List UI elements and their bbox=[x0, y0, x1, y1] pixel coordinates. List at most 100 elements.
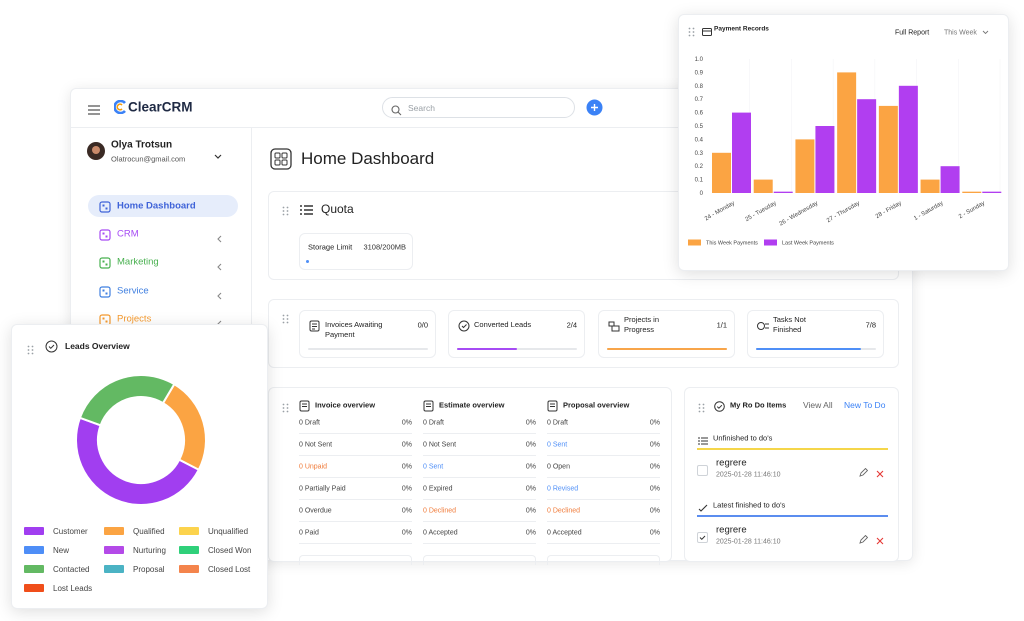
delete-button-glyph bbox=[876, 537, 884, 545]
search-placeholder: Search bbox=[408, 103, 435, 113]
legend-label: Lost Leads bbox=[53, 584, 92, 593]
overview-row-label: 0 Accepted bbox=[547, 529, 582, 537]
avatar-glyph bbox=[87, 142, 105, 160]
row-divider bbox=[423, 455, 536, 456]
todo-title: My Ro Do Items bbox=[730, 400, 787, 410]
overview-footer-card bbox=[299, 555, 412, 565]
stat-progress-track bbox=[457, 348, 577, 350]
stat-progress bbox=[457, 348, 517, 350]
add-button-glyph bbox=[586, 99, 603, 116]
new-todo-link[interactable]: New To Do bbox=[844, 400, 886, 410]
section-title: Unfinished to do's bbox=[713, 433, 773, 443]
menu-item[interactable]: Marketing bbox=[117, 256, 159, 268]
stat-icon bbox=[757, 319, 769, 331]
y-tick-label: 0.5 bbox=[695, 124, 704, 130]
leads-overview-panel: Leads Overview Customer Qualified Unqualifi… bbox=[11, 324, 268, 609]
drag-handle bbox=[282, 400, 290, 413]
panel-icon-glyph bbox=[45, 340, 58, 353]
chart-title: Leads Overview bbox=[65, 341, 130, 351]
menu-item[interactable]: Service bbox=[117, 285, 149, 297]
stat-label: Tasks Not Finished bbox=[773, 315, 806, 334]
bar bbox=[982, 191, 1002, 193]
overview-title: Proposal overview bbox=[563, 400, 630, 410]
todo-text: regrere bbox=[716, 524, 747, 536]
edit-button[interactable] bbox=[859, 531, 869, 544]
overview-row-pct: 0% bbox=[525, 463, 536, 471]
panel-icon bbox=[702, 24, 712, 36]
payment-records-panel: Payment Records Full Report This Week 0 0.1 0… bbox=[678, 14, 1009, 271]
overview-icon-glyph bbox=[423, 400, 434, 412]
row-divider bbox=[299, 477, 412, 478]
drag-handle-glyph bbox=[282, 403, 289, 413]
overview-row-pct: 0% bbox=[525, 441, 536, 449]
menu-chevron-glyph bbox=[217, 292, 222, 299]
stat-card: Invoices Awaiting Payment 0/0 bbox=[299, 310, 436, 358]
menu-button-glyph bbox=[88, 105, 100, 115]
add-button bbox=[586, 99, 603, 116]
menu-item[interactable]: Home Dashboard bbox=[117, 200, 196, 212]
row-divider bbox=[547, 499, 660, 500]
stat-label: Converted Leads bbox=[474, 320, 532, 329]
row-divider bbox=[547, 455, 660, 456]
overview-row-label: 0 Declined bbox=[423, 507, 457, 515]
stat-icon bbox=[608, 319, 620, 332]
period-select[interactable]: This Week bbox=[944, 30, 977, 37]
menu-item[interactable]: CRM bbox=[117, 228, 139, 240]
view-all-link[interactable]: View All bbox=[803, 400, 833, 410]
menu-icon-glyph bbox=[99, 229, 111, 241]
menu-item[interactable]: Projects bbox=[117, 313, 152, 325]
y-tick-label: 0.3 bbox=[695, 151, 704, 157]
overview-row-pct: 0% bbox=[401, 441, 412, 449]
overview-row-label: 0 Unpaid bbox=[299, 463, 328, 471]
leads-overview-panel-svg: Leads Overview Customer Qualified Unqualifi… bbox=[24, 341, 251, 593]
section-icon bbox=[698, 433, 708, 445]
overview-row-label: 0 Not Sent bbox=[299, 441, 333, 449]
row-divider bbox=[299, 455, 412, 456]
overview-row-label: 0 Overdue bbox=[299, 507, 332, 515]
menu-chevron-glyph bbox=[217, 235, 222, 243]
legend-label: Qualified bbox=[133, 527, 165, 536]
row-divider bbox=[547, 477, 660, 478]
user-email: Olatrocun@gmail.com bbox=[111, 154, 186, 164]
y-tick-label: 0.4 bbox=[695, 137, 704, 143]
search-box[interactable]: Search bbox=[382, 97, 575, 118]
overview-row-label: 0 Not Sent bbox=[423, 441, 457, 449]
row-divider bbox=[299, 499, 412, 500]
todo-checkbox[interactable] bbox=[697, 463, 708, 476]
menu-icon bbox=[99, 313, 111, 326]
stat-icon-glyph bbox=[309, 320, 320, 332]
stat-icon-glyph bbox=[458, 320, 470, 332]
stat-icon-glyph bbox=[608, 321, 620, 332]
legend-swatch bbox=[764, 239, 777, 246]
overview-title: Estimate overview bbox=[439, 400, 505, 410]
stat-value: 7/8 bbox=[865, 320, 876, 330]
overview-icon bbox=[299, 399, 310, 412]
drag-handle bbox=[282, 311, 290, 324]
todo-checkbox[interactable] bbox=[697, 530, 708, 543]
overview-row-pct: 0% bbox=[649, 419, 660, 427]
delete-button[interactable] bbox=[876, 465, 884, 478]
bar bbox=[732, 112, 751, 193]
bar bbox=[753, 179, 773, 193]
delete-button[interactable] bbox=[876, 532, 884, 545]
menu-item-active-bg[interactable] bbox=[88, 195, 238, 217]
stat-value: 0/0 bbox=[417, 320, 428, 330]
edit-button[interactable] bbox=[859, 464, 869, 477]
stats-panel: Invoices Awaiting Payment 0/0 Converted Le… bbox=[268, 299, 899, 368]
stat-progress bbox=[607, 348, 727, 350]
y-tick-label: 0.7 bbox=[695, 97, 704, 103]
avatar bbox=[87, 142, 105, 160]
bar bbox=[837, 72, 857, 193]
y-tick-label: 0.9 bbox=[695, 70, 704, 76]
edit-button-glyph bbox=[859, 467, 869, 477]
period-chevron bbox=[982, 30, 989, 35]
menu-icon-glyph bbox=[99, 257, 111, 269]
delete-button-glyph bbox=[876, 470, 884, 478]
logo-mark-glyph bbox=[113, 99, 126, 115]
drag-handle-glyph bbox=[688, 27, 695, 37]
bar bbox=[773, 191, 793, 193]
x-tick-label: 24 - Monday bbox=[704, 201, 736, 223]
overview-row-pct: 0% bbox=[525, 419, 536, 427]
full-report-link[interactable]: Full Report bbox=[895, 30, 929, 37]
stat-progress-track bbox=[308, 348, 428, 350]
